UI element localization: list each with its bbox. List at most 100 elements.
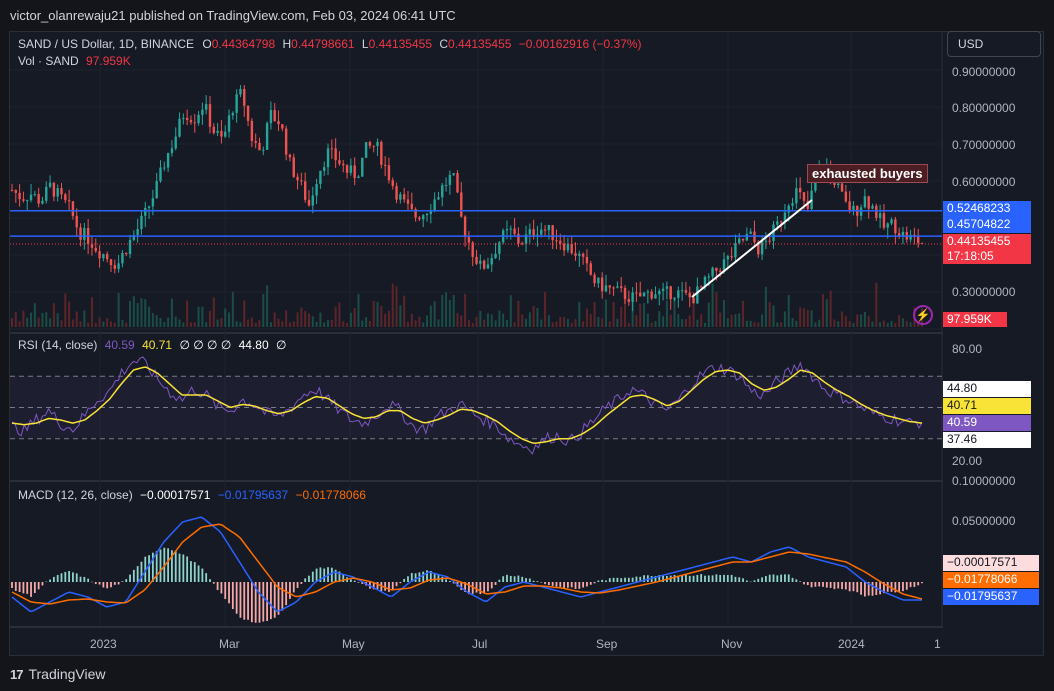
candle-body xyxy=(806,200,809,209)
volume-bar xyxy=(201,306,204,327)
volume-bar xyxy=(608,321,611,327)
volume-bar xyxy=(505,319,508,327)
volume-bar xyxy=(205,322,208,327)
candle-body xyxy=(604,285,608,292)
candle-body xyxy=(437,197,440,200)
macd-histogram-bar xyxy=(334,569,337,582)
candle-body xyxy=(326,148,330,168)
price-axis-label: 0.70000000 xyxy=(952,138,1016,152)
volume-bar xyxy=(730,314,733,327)
macd-signal-value: −0.01778066 xyxy=(295,488,366,502)
volume-bar xyxy=(860,314,863,327)
macd-histogram-bar xyxy=(11,582,13,589)
macd-histogram-bar xyxy=(319,567,322,582)
candle-body xyxy=(608,285,611,288)
candle-body xyxy=(319,170,322,184)
volume-bar xyxy=(250,317,253,327)
candle-body xyxy=(60,188,63,195)
volume-bar xyxy=(662,316,665,327)
volume-bar xyxy=(555,321,558,327)
candle-body xyxy=(204,104,208,110)
tradingview-logo[interactable]: 17 TradingView xyxy=(10,666,106,682)
macd-histogram-bar xyxy=(498,579,501,582)
macd-histogram-bar xyxy=(639,576,642,582)
candle-body xyxy=(642,292,646,297)
annotation-label[interactable]: exhausted buyers xyxy=(807,164,928,183)
candle-body xyxy=(357,176,360,179)
volume-bar xyxy=(646,313,649,327)
macd-label[interactable]: MACD (12, 26, close) xyxy=(18,488,133,502)
price-axis-label: 0.80000000 xyxy=(952,101,1016,115)
macd-axis-label: 0.05000000 xyxy=(952,514,1016,528)
candle-body xyxy=(909,234,912,240)
volume-bar xyxy=(262,294,265,327)
macd-histogram-bar xyxy=(563,582,565,589)
currency-button[interactable]: USD xyxy=(947,31,1041,57)
macd-histogram-bar xyxy=(574,582,577,590)
volume-bar xyxy=(475,316,478,327)
volume-bar xyxy=(486,313,489,327)
rsi-ma-value: 40.71 xyxy=(142,338,173,352)
rsi-tag-ma: 40.71 xyxy=(943,398,1031,414)
macd-histogram-bar xyxy=(216,582,219,591)
macd-histogram-bar xyxy=(616,577,619,582)
candle-body xyxy=(323,167,326,171)
volume-bar xyxy=(426,315,429,327)
macd-histogram-bar xyxy=(688,575,691,582)
macd-histogram-bar xyxy=(856,582,859,593)
candle-body xyxy=(844,191,848,202)
volume-bar xyxy=(905,321,908,327)
macd-histogram-bar xyxy=(289,582,291,599)
macd-histogram-bar xyxy=(110,582,112,588)
low-label: L xyxy=(361,37,369,51)
candle-body xyxy=(787,205,790,213)
macd-histogram-bar xyxy=(155,551,158,582)
volume-label[interactable]: Vol · SAND xyxy=(18,54,79,68)
macd-histogram-bar xyxy=(749,581,752,583)
volume-bar xyxy=(490,314,493,327)
volume-bar xyxy=(894,322,897,327)
candle-body xyxy=(521,243,524,245)
candle-body xyxy=(814,177,817,191)
volume-bar xyxy=(90,297,93,327)
candle-body xyxy=(227,115,231,132)
chart-frame[interactable] xyxy=(9,31,1044,656)
candle-body xyxy=(109,259,113,266)
candle-body xyxy=(22,199,25,201)
macd-histogram-bar xyxy=(49,579,51,582)
candle-body xyxy=(433,199,436,211)
macd-histogram-bar xyxy=(91,581,93,583)
macd-histogram-bar xyxy=(410,573,413,582)
rsi-label[interactable]: RSI (14, close) xyxy=(18,338,98,352)
volume-bar xyxy=(479,310,482,327)
volume-bar xyxy=(799,307,802,327)
candle-body xyxy=(467,237,471,243)
volume-bar xyxy=(174,316,177,327)
lightning-icon[interactable]: ⚡ xyxy=(913,305,933,325)
macd-histogram-bar xyxy=(330,567,333,582)
volume-bar xyxy=(22,310,25,327)
macd-histogram-bar xyxy=(273,582,276,618)
candle-body xyxy=(471,242,474,257)
macd-histogram-bar xyxy=(730,574,733,582)
macd-line xyxy=(11,516,922,613)
candle-body xyxy=(532,229,535,237)
trend-line xyxy=(691,199,813,298)
symbol-title[interactable]: SAND / US Dollar, 1D, BINANCE xyxy=(18,37,195,51)
candle-body xyxy=(631,292,634,302)
low-value: 0.44135455 xyxy=(368,37,432,51)
macd-histogram-bar xyxy=(848,582,851,592)
macd-histogram-bar xyxy=(803,582,805,585)
candle-body xyxy=(14,190,18,193)
volume-bar xyxy=(582,321,585,327)
volume-bar xyxy=(26,317,29,327)
macd-histogram-bar xyxy=(68,570,71,582)
macd-histogram-bar xyxy=(517,575,520,582)
candle-body xyxy=(113,265,117,269)
candle-body xyxy=(703,277,707,287)
candle-body xyxy=(170,148,174,154)
macd-histogram-bar xyxy=(239,582,242,618)
macd-histogram-bar xyxy=(429,570,432,582)
macd-histogram-bar xyxy=(814,582,817,587)
